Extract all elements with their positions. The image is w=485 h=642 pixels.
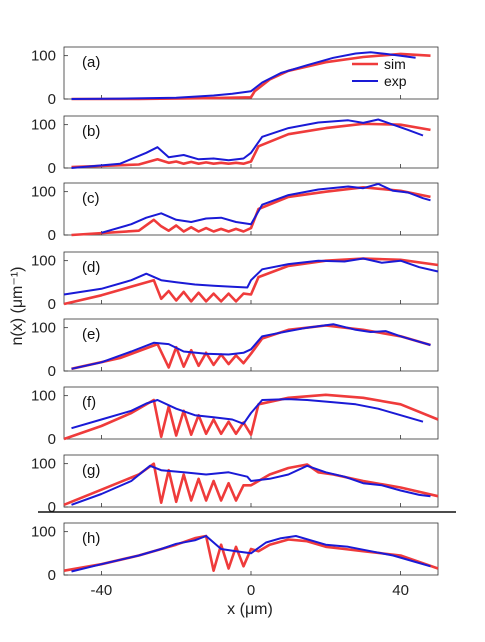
x-tick-label: 40 [392,582,409,599]
panel-6: 0 100 (f) [31,386,439,448]
series-line-exp [71,398,424,430]
series-line-exp [71,535,431,573]
x-axis-title: x (μm) [227,601,273,618]
y-axis-title: n(x) (μm⁻¹) [9,267,26,346]
panel-label: (a) [82,54,100,71]
y-tick-label: 0 [48,567,56,584]
series-line-sim [71,52,431,101]
series-line-sim [71,122,431,169]
y-tick-label: 100 [31,117,56,134]
series-line-sim [71,186,431,237]
y-tick-label: 100 [31,48,56,65]
y-tick-label: 0 [48,160,56,177]
y-tick-label: 0 [48,363,56,380]
y-tick-label: 0 [48,499,56,516]
panels-group: 0 100 (a) 0 100 (b) 0 100 (c) 0 100 (d) 0 100 (e) 0 100 (… [31,46,439,584]
panel-label: (h) [82,530,100,547]
y-tick-label: 0 [48,227,56,244]
y-tick-label: 100 [31,184,56,201]
panel-5: 0 100 (e) [31,318,439,380]
x-tick-labels: -40 0 40 [91,582,409,599]
panel-label: (f) [82,394,96,411]
panel-label: (c) [82,190,100,207]
y-tick-label: 0 [48,296,56,313]
panel-2: 0 100 (b) [31,115,439,177]
y-tick-label: 0 [48,91,56,108]
series-line-sim [63,462,439,507]
y-tick-label: 100 [31,456,56,473]
y-tick-label: 0 [48,431,56,448]
legend-label-exp: exp [384,73,407,89]
panel-7: 0 100 (g) [31,454,439,516]
panel-label: (d) [82,259,100,276]
series-line-exp [101,182,431,234]
panel-frame [63,318,439,372]
x-tick-label: 0 [247,582,255,599]
y-tick-label: 100 [31,524,56,541]
panel-label: (b) [82,123,100,140]
series-line-exp [71,118,424,169]
panel-1: 0 100 (a) [31,46,439,108]
series-line-exp [63,257,439,296]
y-tick-label: 100 [31,253,56,270]
series-line-exp [71,51,416,100]
legend-label-sim: sim [384,56,406,72]
series-line-exp [71,323,431,370]
series-line-sim [63,393,439,441]
series-line-sim [63,257,439,306]
panel-3: 0 100 (c) [31,182,439,244]
panel-label: (e) [82,326,100,343]
panel-4: 0 100 (d) [31,251,439,313]
series-line-exp [71,464,431,506]
y-tick-label: 100 [31,388,56,405]
panel-label: (g) [82,462,100,479]
y-tick-label: 100 [31,320,56,337]
panel-8: 0 100 (h) [31,522,439,584]
x-tick-label: -40 [91,582,113,599]
